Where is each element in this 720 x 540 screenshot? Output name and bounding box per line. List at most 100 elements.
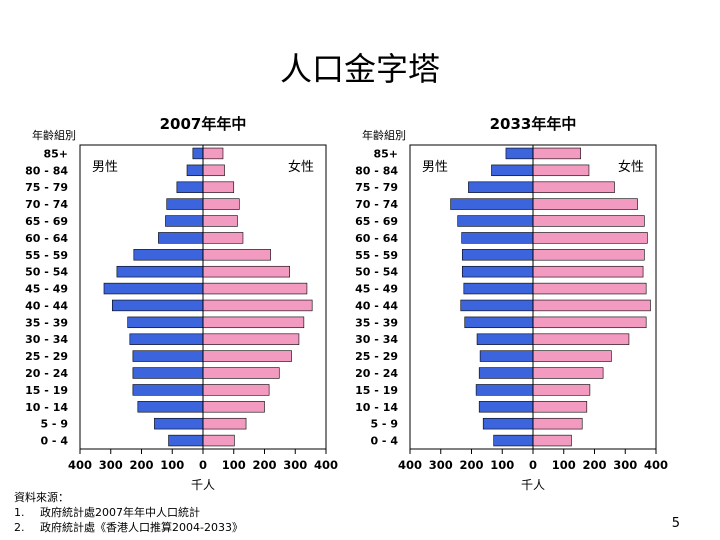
bar-male: [464, 316, 534, 329]
age-group-label: 30 - 34: [25, 333, 68, 346]
age-group-label: 70 - 74: [25, 198, 68, 211]
series-label-male: 男性: [92, 160, 118, 175]
x-tick-label: 300: [429, 458, 453, 472]
x-axis-label: 千人: [191, 478, 215, 492]
source-line-2: 2. 政府統計處《香港人口推算2004-2033》: [14, 520, 243, 535]
age-group-label: 55 - 59: [25, 249, 68, 262]
age-group-label: 80 - 84: [25, 164, 68, 177]
bar-male: [461, 265, 534, 278]
age-group-label: 50 - 54: [355, 266, 398, 279]
bar-male: [186, 164, 204, 177]
bar-male: [137, 401, 204, 413]
source-text: 政府統計處2007年年中人口統計: [40, 506, 200, 519]
bar-male: [463, 282, 534, 295]
age-group-label: 35 - 39: [25, 316, 68, 329]
bar-male: [491, 164, 534, 177]
x-axis-label: 千人: [521, 478, 545, 492]
bar-male: [111, 299, 204, 312]
bar-female: [202, 401, 265, 413]
bar-female: [532, 316, 647, 329]
bar-female: [532, 164, 590, 177]
bar-female: [202, 350, 292, 362]
bar-male: [132, 384, 204, 396]
bar-male: [468, 181, 534, 193]
bar-male: [158, 232, 204, 244]
bar-female: [202, 299, 313, 312]
series-label-male: 男性: [422, 160, 448, 175]
age-group-label: 10 - 14: [355, 401, 398, 414]
bar-male: [176, 181, 204, 193]
bar-female: [202, 147, 224, 160]
bar-female: [532, 350, 612, 362]
x-tick-label: 400: [68, 458, 92, 472]
x-tick-label: 200: [459, 458, 483, 472]
bar-female: [202, 333, 300, 345]
age-group-label: 70 - 74: [355, 198, 398, 211]
bar-female: [532, 401, 588, 413]
x-tick-label: 400: [314, 458, 338, 472]
bar-female: [532, 434, 572, 447]
bar-female: [202, 384, 270, 396]
source-number: 1.: [14, 506, 25, 519]
source-line-1: 1. 政府統計處2007年年中人口統計: [14, 505, 243, 520]
x-tick-label: 300: [99, 458, 123, 472]
bar-female: [532, 215, 645, 227]
bar-male: [461, 249, 534, 261]
age-group-label: 60 - 64: [25, 232, 68, 245]
x-tick-label: 200: [582, 458, 606, 472]
bar-female: [202, 215, 238, 227]
series-label-female: 女性: [618, 159, 644, 175]
x-tick-label: 100: [490, 458, 514, 472]
bar-male: [450, 198, 534, 210]
bar-male: [168, 434, 204, 447]
age-group-label: 20 - 24: [355, 367, 398, 380]
age-group-label: 40 - 44: [355, 299, 398, 312]
bar-female: [532, 265, 644, 278]
bar-male: [132, 367, 204, 379]
bar-female: [532, 417, 583, 430]
x-tick-label: 300: [283, 458, 307, 472]
age-group-label: 10 - 14: [25, 401, 68, 414]
bar-male: [103, 282, 204, 295]
bar-male: [460, 299, 534, 312]
bar-female: [202, 265, 291, 278]
x-tick-label: 200: [129, 458, 153, 472]
age-group-label: 85+: [373, 147, 398, 160]
bar-male: [478, 367, 534, 379]
x-tick-label: 400: [644, 458, 668, 472]
bar-male: [116, 265, 204, 278]
x-tick-label: 0: [529, 458, 537, 472]
x-tick-label: 400: [398, 458, 422, 472]
bar-male: [165, 215, 204, 227]
age-group-label: 45 - 49: [355, 283, 398, 296]
bar-female: [532, 232, 648, 244]
age-axis-label: 年齡組別: [32, 128, 76, 142]
bar-female: [202, 316, 305, 329]
bar-male: [476, 333, 534, 345]
bar-female: [202, 367, 280, 379]
source-text: 政府統計處《香港人口推算2004-2033》: [40, 521, 243, 534]
bar-male: [457, 215, 534, 227]
series-label-female: 女性: [288, 159, 314, 175]
bar-female: [202, 198, 240, 210]
bar-male: [461, 232, 534, 244]
age-group-label: 0 - 4: [370, 435, 398, 448]
bar-male: [505, 147, 534, 160]
bar-male: [478, 401, 534, 413]
bar-female: [202, 164, 225, 177]
age-group-label: 50 - 54: [25, 266, 68, 279]
age-group-label: 15 - 19: [25, 384, 68, 397]
age-group-label: 65 - 69: [25, 215, 68, 228]
bar-male: [482, 417, 534, 430]
age-group-label: 35 - 39: [355, 316, 398, 329]
bar-female: [532, 249, 645, 261]
bar-female: [202, 434, 235, 447]
source-heading: 資料來源：: [14, 491, 69, 504]
bar-female: [532, 367, 604, 379]
bar-male: [129, 333, 204, 345]
age-group-label: 25 - 29: [355, 350, 398, 363]
age-group-label: 0 - 4: [40, 435, 68, 448]
age-group-label: 75 - 79: [25, 181, 68, 194]
age-axis-label: 年齡組別: [362, 128, 406, 142]
